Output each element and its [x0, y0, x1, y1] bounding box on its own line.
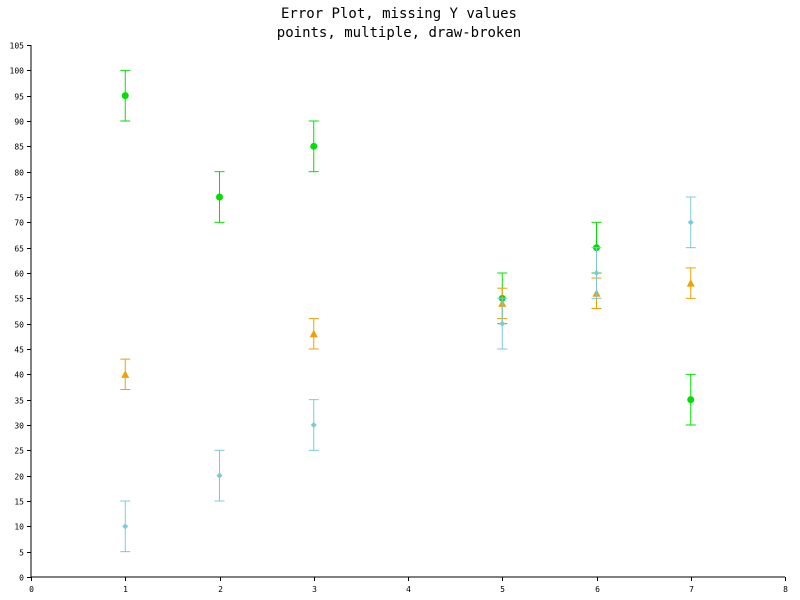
axes: 0510152025303540455055606570758085909510… — [10, 42, 789, 595]
x-tick-label: 2 — [218, 585, 223, 594]
y-tick-label: 15 — [14, 498, 24, 507]
y-tick-label: 95 — [14, 93, 24, 102]
y-tick-label: 0 — [19, 574, 24, 583]
data-point — [216, 193, 223, 201]
x-tick-label: 1 — [123, 585, 128, 594]
x-tick-label: 8 — [783, 585, 788, 594]
y-tick-label: 80 — [14, 169, 24, 178]
data-point — [310, 142, 318, 150]
data-point — [121, 92, 129, 100]
y-tick-label: 20 — [14, 473, 24, 482]
x-tick-label: 0 — [29, 585, 34, 594]
y-tick-label: 10 — [14, 523, 24, 532]
y-tick-label: 105 — [10, 42, 25, 51]
y-tick-label: 100 — [10, 67, 25, 76]
data-point — [687, 396, 695, 404]
y-tick-label: 50 — [14, 321, 24, 330]
y-tick-label: 5 — [19, 549, 24, 558]
chart-subtitle: points, multiple, draw-broken — [277, 25, 521, 41]
data-point — [216, 472, 223, 479]
data-point — [310, 422, 317, 428]
y-tick-label: 90 — [14, 118, 24, 127]
x-tick-label: 3 — [312, 585, 317, 594]
data-point — [686, 279, 695, 287]
x-tick-label: 7 — [689, 585, 694, 594]
x-tick-label: 5 — [500, 585, 505, 594]
y-tick-label: 25 — [14, 447, 24, 456]
y-tick-label: 75 — [14, 194, 24, 203]
data-point — [687, 219, 694, 226]
data-point — [499, 320, 506, 327]
y-tick-label: 60 — [14, 270, 24, 279]
series-layer — [120, 69, 696, 553]
y-tick-label: 55 — [14, 295, 24, 304]
x-tick-label: 6 — [595, 585, 600, 594]
data-point — [122, 523, 129, 530]
y-tick-label: 30 — [14, 422, 24, 431]
y-tick-label: 85 — [14, 143, 24, 152]
series-circle — [120, 69, 696, 426]
x-tick-label: 4 — [406, 585, 411, 594]
series-diamond — [120, 196, 696, 553]
data-point — [309, 329, 318, 338]
series-triangle — [120, 267, 696, 391]
chart-title: Error Plot, missing Y values — [281, 6, 517, 22]
y-tick-label: 70 — [14, 219, 24, 228]
y-tick-label: 65 — [14, 245, 24, 254]
data-point — [593, 270, 600, 276]
y-tick-label: 40 — [14, 371, 24, 380]
y-tick-label: 45 — [14, 346, 24, 355]
y-tick-label: 35 — [14, 397, 24, 406]
data-point — [121, 370, 130, 378]
